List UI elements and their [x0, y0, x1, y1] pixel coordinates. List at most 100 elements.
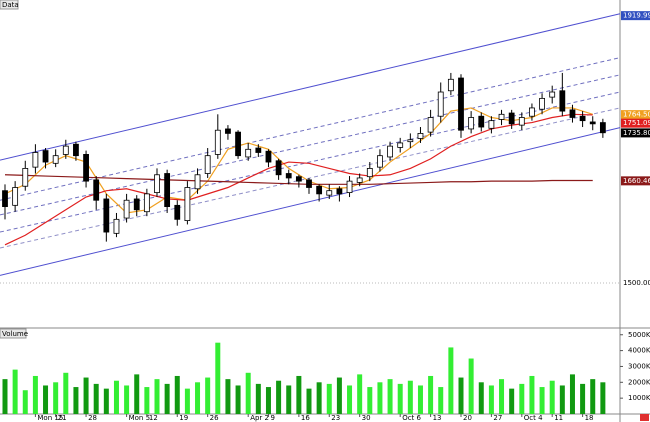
x-tick-label: 20 — [463, 414, 472, 422]
candle-body — [529, 107, 535, 117]
x-tick-label: 21 — [58, 414, 67, 422]
candle-body — [295, 176, 302, 182]
x-tick-label: 16 — [301, 414, 310, 422]
candle-body — [468, 117, 475, 130]
x-tick-label: 28 — [88, 414, 97, 422]
x-tick-label: 19 — [179, 414, 188, 422]
candle-body — [326, 190, 333, 196]
price-label-box — [621, 128, 650, 138]
candle-body — [143, 193, 150, 213]
volume-bar — [539, 387, 545, 414]
chart-title: Data — [2, 1, 19, 9]
price-label: 1735.80 — [623, 129, 650, 137]
volume-tick-label: 5000K — [628, 331, 650, 339]
price-label: 1751.09 — [623, 119, 650, 127]
candle-body — [52, 155, 59, 164]
candle-body — [204, 155, 211, 174]
y-tick-label: 1500.00 — [623, 279, 650, 287]
candle-body — [346, 180, 353, 193]
x-tick-label: Mon 5 — [129, 414, 150, 422]
volume-bar — [144, 387, 150, 414]
volume-bar — [519, 383, 525, 414]
price-label: 1764.50 — [623, 111, 650, 119]
candle-body — [427, 117, 434, 133]
volume-bar — [265, 387, 271, 414]
volume-bar — [93, 383, 99, 414]
channel-line — [0, 127, 621, 276]
volume-bar — [12, 369, 18, 414]
volume-tick-label: 2000K — [628, 378, 650, 386]
volume-bar — [53, 382, 59, 414]
candle-body — [164, 173, 171, 208]
volume-bar — [245, 372, 251, 414]
volume-bar — [478, 382, 484, 414]
volume-bar — [590, 379, 596, 414]
candle-body — [599, 122, 606, 134]
candle-body — [356, 177, 363, 183]
x-tick-label: 18 — [585, 414, 594, 422]
volume-bar — [600, 382, 606, 414]
volume-bar — [296, 375, 302, 414]
volume-bar — [336, 377, 342, 414]
candle-body — [235, 131, 241, 157]
volume-bar — [215, 342, 221, 414]
moving-average — [4, 113, 593, 246]
x-tick-label: Mon 15 — [37, 414, 63, 422]
volume-bar — [184, 388, 190, 414]
volume-bar — [2, 379, 8, 414]
price-label: 1660.46 — [623, 177, 650, 185]
volume-bar — [316, 382, 322, 414]
volume-bar — [499, 379, 505, 414]
candle-body — [32, 152, 39, 168]
channel-line — [0, 57, 621, 201]
volume-bar — [225, 379, 231, 414]
volume-bar — [458, 377, 464, 414]
volume-bar — [428, 375, 434, 414]
volume-tick-label: 4000K — [628, 347, 650, 355]
price-label: 1919.996 — [623, 12, 650, 20]
candle-body — [508, 112, 515, 125]
candle-body — [437, 91, 444, 117]
x-tick-label: 27 — [493, 414, 502, 422]
volume-bar — [124, 385, 130, 414]
x-tick-label: Oct 4 — [524, 414, 543, 422]
candle-body — [478, 115, 485, 128]
candle-body — [387, 145, 393, 158]
x-tick-label: 26 — [210, 414, 219, 422]
candle-body — [539, 97, 545, 110]
volume-bar — [347, 385, 353, 414]
volume-bar — [174, 375, 180, 414]
price-label-box — [621, 118, 650, 128]
candle-body — [12, 187, 19, 206]
candle-body — [336, 188, 343, 195]
volume-bar — [438, 387, 444, 414]
volume-title-box — [0, 328, 27, 339]
volume-bar — [448, 347, 454, 414]
candle-body — [174, 204, 181, 220]
volume-bar — [22, 390, 28, 414]
candle-body — [366, 168, 373, 178]
volume-bar — [276, 380, 282, 414]
corner-icon[interactable] — [640, 414, 649, 421]
candle-body — [397, 142, 404, 148]
volume-bar — [357, 374, 363, 414]
volume-bar — [43, 385, 49, 414]
candle-body — [103, 198, 110, 233]
candle-body — [275, 160, 282, 176]
volume-bar — [367, 387, 373, 414]
candle-body — [579, 115, 586, 122]
volume-title: Volume — [2, 330, 28, 338]
volume-tick-label: 3000K — [628, 362, 650, 370]
volume-bar — [205, 377, 211, 414]
volume-bar — [397, 383, 403, 414]
volume-bar — [83, 377, 89, 414]
channel-line — [0, 107, 621, 249]
candle-body — [73, 143, 79, 157]
candle-body — [407, 139, 414, 143]
candle-body — [518, 117, 525, 126]
volume-bar — [113, 380, 119, 414]
candle-body — [589, 121, 596, 125]
volume-bar — [32, 375, 38, 414]
